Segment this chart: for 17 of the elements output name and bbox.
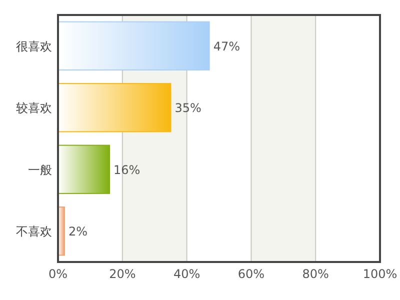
y-tick-label: 不喜欢 [16,224,52,239]
bar [58,83,172,132]
x-tick-label: 80% [302,267,329,281]
y-tick-label: 较喜欢 [16,101,52,116]
data-label: 16% [114,162,140,177]
x-tick-label: 100% [362,267,398,281]
bar [58,144,110,194]
data-label: 47% [213,39,240,54]
x-tick-label: 20% [109,267,136,281]
y-tick-label: 很喜欢 [16,39,52,54]
x-tick-label: 0% [48,267,68,281]
x-tick-label: 60% [238,267,265,281]
data-label: 35% [174,101,202,116]
data-label: 2% [68,224,88,239]
y-tick-label: 一般 [28,162,52,177]
x-tick-label: 40% [173,267,200,281]
bar [58,21,210,70]
